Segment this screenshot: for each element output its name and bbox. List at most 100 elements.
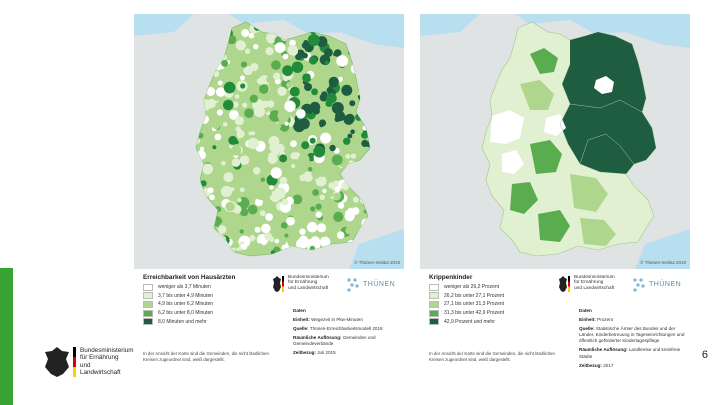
municipality-cell [279, 227, 286, 234]
municipality-cell [221, 160, 226, 166]
municipality-cell [252, 167, 261, 175]
municipality-cell [280, 222, 288, 229]
footnote: In der Ansicht der Karte sind die Gemein… [429, 351, 555, 362]
municipality-cell [254, 226, 261, 233]
municipality-cell [309, 225, 315, 231]
municipality-cell [289, 86, 300, 97]
eagle-icon [559, 276, 567, 292]
ministry-name: Bundesministerium für Ernährung und Land… [80, 347, 134, 377]
municipality-cell [266, 111, 271, 116]
municipality-cell [298, 118, 310, 130]
municipality-cell [273, 187, 286, 200]
municipality-cell [223, 99, 234, 111]
municipality-cell [351, 207, 360, 215]
municipality-cell [269, 185, 274, 190]
municipality-cell [284, 121, 289, 126]
municipality-cell [345, 113, 355, 124]
municipality-cell [287, 44, 298, 56]
municipality-cell [345, 153, 351, 159]
municipality-cell [254, 243, 265, 253]
municipality-cell [235, 40, 246, 51]
region-hesse [530, 140, 562, 174]
map-credit: © Thünen-Institut 2019 [640, 260, 686, 265]
region-fills [490, 32, 656, 246]
municipality-cell [337, 76, 343, 82]
municipality-cell [234, 94, 240, 99]
municipality-cell [259, 40, 266, 47]
municipality-cell [233, 170, 245, 182]
municipality-cell [200, 180, 207, 187]
map-germany-hausaerzte [134, 14, 404, 269]
municipality-cell [347, 133, 353, 139]
legend-item: 4,9 bis unter 6,2 Minuten [143, 300, 268, 309]
legend-swatch [143, 292, 153, 300]
municipality-cell [206, 87, 216, 96]
municipality-cell [267, 153, 278, 164]
municipality-cell [199, 146, 205, 152]
municipality-cell [255, 198, 263, 207]
municipality-cell [333, 211, 344, 222]
municipality-cell [207, 187, 214, 194]
sea-area [134, 14, 404, 48]
municipality-cell [277, 109, 290, 122]
municipality-cell [311, 88, 318, 96]
municipality-cell [282, 53, 289, 60]
municipality-cell [276, 143, 285, 153]
municipality-cell [232, 101, 239, 108]
municipality-cell [349, 100, 356, 107]
municipality-cell [225, 202, 235, 212]
municipality-cell [276, 123, 282, 129]
municipality-cell [304, 83, 312, 91]
thuenen-logo: THÜNEN [649, 281, 682, 288]
legend-label: 26,2 bis unter 27,1 Prozent [444, 292, 505, 299]
municipality-cell [291, 163, 296, 169]
municipality-cell [272, 223, 278, 229]
municipality-cell [221, 59, 229, 67]
municipality-cell [283, 76, 289, 82]
eagle-icon [45, 347, 69, 377]
legend-label: 31,3 bis unter 42,9 Prozent [444, 310, 505, 317]
thuenen-logo: THÜNEN [363, 281, 396, 288]
municipality-cell [326, 92, 337, 104]
municipality-cell [336, 231, 345, 239]
municipality-cell [224, 219, 233, 229]
region-kassel [544, 114, 566, 136]
municipality-cell [271, 60, 281, 70]
municipality-cell [244, 48, 251, 54]
municipality-cell [279, 176, 288, 185]
municipality-cell [269, 143, 278, 152]
berlin-area [594, 76, 614, 94]
state-borders [559, 63, 643, 175]
municipality-cell [335, 111, 346, 122]
eagle-icon [273, 276, 281, 292]
municipality-cell [298, 153, 310, 166]
municipality-cell [298, 186, 304, 192]
municipality-cell [231, 158, 241, 167]
municipality-cell [322, 188, 327, 194]
municipality-cell [274, 209, 286, 222]
municipality-cell [253, 44, 259, 50]
municipality-cell [320, 132, 332, 144]
municipality-cell [310, 206, 316, 212]
municipality-cell [240, 75, 245, 81]
info-block: Daten Einheit: Wegezeit in Pkw-Minuten Q… [293, 308, 383, 356]
municipality-cell [235, 227, 241, 234]
lake-area [349, 229, 404, 269]
municipality-cell [216, 109, 223, 116]
municipality-cell [290, 140, 297, 148]
municipality-cell [259, 84, 269, 94]
municipality-cell [334, 186, 341, 193]
legend-item: weniger als 3,7 Minuten [143, 283, 268, 292]
legend-label: 6,2 bis unter 8,0 Minuten [158, 310, 214, 317]
municipality-cell [215, 87, 226, 97]
map-credit: © Thünen-Institut 2019 [354, 260, 400, 265]
municipality-cell [319, 194, 325, 200]
legend-swatch [429, 300, 439, 308]
municipality-cell [240, 243, 248, 250]
municipality-cell [243, 121, 254, 132]
municipality-cell [319, 236, 331, 248]
municipality-cell [361, 131, 369, 139]
municipality-cell [243, 65, 253, 76]
legend-swatch [429, 309, 439, 317]
municipality-cell [307, 167, 313, 172]
